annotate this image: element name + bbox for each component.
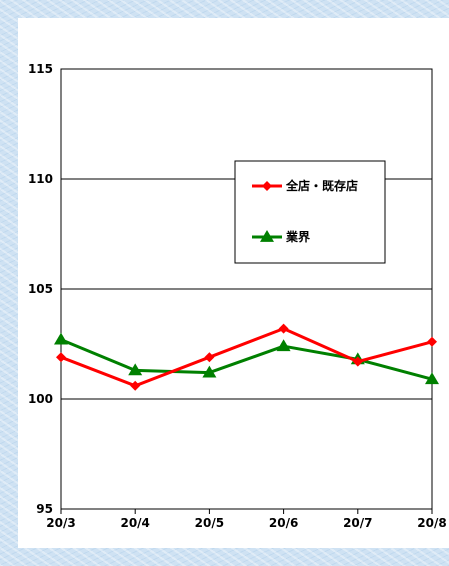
y-tick-label: 115 [28, 62, 53, 76]
legend-marker [262, 181, 272, 191]
plot-area-frame [60, 68, 433, 510]
x-tick-label: 20/4 [120, 516, 149, 530]
y-tick-label: 95 [36, 502, 53, 516]
legend-marker [260, 230, 274, 242]
chart-panel: 95 100 105 110 115 20/3 20/4 20/5 20/6 20/7 20/8 … [18, 18, 449, 548]
data-point-marker [425, 372, 439, 385]
y-tick-label: 110 [28, 172, 53, 186]
x-tick-label: 20/6 [269, 516, 298, 530]
x-tick-label: 20/8 [417, 516, 446, 530]
y-tick-label: 100 [28, 392, 53, 406]
legend-box [234, 160, 386, 264]
data-point-marker [202, 365, 217, 378]
data-point-marker [128, 363, 143, 376]
data-point-marker [54, 332, 68, 345]
data-point-marker [130, 380, 141, 391]
y-axis: 95 100 105 110 115 [28, 62, 53, 516]
data-point-marker [427, 336, 437, 347]
data-point-marker [56, 352, 66, 363]
data-point-marker [278, 323, 289, 334]
legend-label: 業界 [285, 229, 310, 244]
series-line [60, 338, 433, 381]
x-tick-label: 20/5 [195, 516, 224, 530]
x-tick-label: 20/7 [343, 516, 372, 530]
y-tick-label: 105 [28, 282, 53, 296]
data-point-marker [352, 356, 363, 367]
legend-item: 全店・既存店 [252, 178, 358, 193]
series-group [54, 323, 439, 391]
series-all-stores [56, 323, 437, 391]
legend-item: 業界 [252, 229, 310, 244]
series-industry [54, 332, 439, 385]
series-line [60, 327, 433, 388]
x-tick-label: 20/3 [46, 516, 75, 530]
legend-label: 全店・既存店 [285, 178, 358, 193]
x-axis: 20/3 20/4 20/5 20/6 20/7 20/8 [46, 509, 447, 530]
data-point-marker [276, 339, 291, 352]
data-point-marker [204, 352, 215, 363]
